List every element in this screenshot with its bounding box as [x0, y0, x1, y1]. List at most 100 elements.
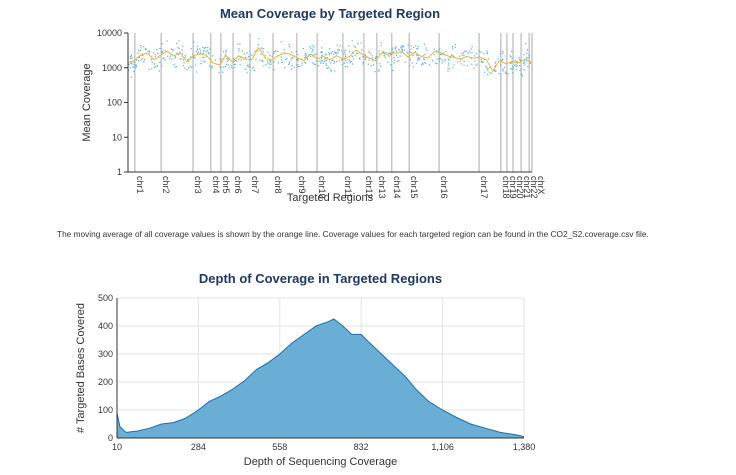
coverage-point: [212, 55, 214, 57]
coverage-point: [351, 60, 353, 63]
coverage-area: [117, 319, 524, 438]
coverage-point: [130, 54, 133, 56]
coverage-point: [184, 67, 186, 69]
coverage-point: [280, 56, 282, 58]
coverage-point: [321, 54, 323, 56]
x-tick-label: 284: [191, 442, 206, 452]
coverage-point: [239, 57, 241, 59]
coverage-point: [270, 61, 272, 63]
coverage-point: [133, 63, 135, 66]
coverage-point: [502, 50, 504, 53]
coverage-point: [344, 58, 346, 60]
coverage-point: [388, 52, 390, 54]
coverage-point: [341, 58, 343, 60]
coverage-point: [417, 54, 419, 57]
coverage-point: [164, 50, 166, 52]
coverage-point: [523, 69, 525, 71]
coverage-point: [264, 54, 266, 56]
chromosome-label: chr10: [317, 176, 327, 199]
coverage-point: [330, 62, 332, 64]
coverage-point: [323, 58, 325, 60]
coverage-point: [335, 60, 338, 63]
coverage-point: [238, 47, 240, 50]
coverage-point: [480, 51, 482, 53]
coverage-point: [262, 51, 265, 53]
coverage-point: [462, 52, 464, 54]
coverage-point: [274, 50, 277, 52]
coverage-point: [286, 58, 288, 60]
coverage-point: [351, 40, 353, 42]
coverage-point: [362, 61, 364, 63]
coverage-point: [129, 57, 131, 60]
coverage-point: [370, 65, 372, 67]
coverage-point: [247, 55, 250, 58]
coverage-point: [307, 58, 309, 61]
coverage-point: [271, 55, 273, 58]
coverage-point: [502, 70, 504, 72]
caption-text: The moving average of all coverage value…: [57, 229, 649, 239]
chromosome-label: chr1: [135, 176, 145, 194]
coverage-point: [422, 63, 424, 65]
coverage-point: [515, 68, 517, 71]
coverage-point: [301, 64, 303, 66]
coverage-point: [288, 43, 290, 46]
coverage-point: [454, 46, 456, 48]
coverage-point: [395, 47, 397, 49]
x-tick-label: 832: [354, 442, 369, 452]
coverage-point: [200, 50, 202, 52]
coverage-point: [277, 50, 279, 53]
coverage-point: [161, 43, 163, 45]
chromosome-label: chr19: [508, 176, 518, 199]
coverage-point: [379, 63, 381, 65]
coverage-point: [150, 58, 153, 61]
coverage-point: [487, 74, 489, 76]
coverage-point: [203, 56, 205, 58]
coverage-point: [302, 47, 304, 50]
coverage-point: [393, 62, 395, 64]
coverage-point: [367, 63, 369, 65]
coverage-point: [320, 57, 323, 59]
coverage-point: [254, 50, 256, 52]
coverage-point: [147, 50, 149, 52]
coverage-point: [410, 52, 412, 54]
coverage-point: [133, 61, 135, 63]
coverage-point: [409, 51, 411, 53]
coverage-point: [214, 59, 217, 61]
coverage-point: [199, 48, 201, 50]
coverage-point: [439, 57, 441, 60]
coverage-point: [385, 52, 387, 54]
coverage-point: [519, 58, 521, 60]
coverage-point: [349, 61, 351, 63]
coverage-point: [346, 61, 348, 64]
coverage-point: [322, 62, 325, 64]
coverage-point: [470, 57, 473, 59]
coverage-point: [376, 56, 378, 58]
coverage-point: [267, 62, 269, 64]
coverage-point: [474, 60, 476, 62]
coverage-point: [297, 59, 299, 62]
coverage-point: [321, 51, 323, 53]
y-axis-title: # Targeted Bases Covered: [75, 303, 87, 433]
coverage-point: [245, 56, 247, 59]
coverage-point: [343, 62, 345, 64]
coverage-point: [303, 61, 306, 63]
coverage-point: [459, 60, 461, 62]
chromosome-label: chr22: [529, 176, 539, 199]
coverage-point: [311, 51, 313, 53]
coverage-point: [183, 62, 185, 64]
coverage-point: [510, 62, 513, 64]
coverage-point: [449, 68, 451, 70]
coverage-point: [237, 43, 239, 45]
coverage-point: [130, 62, 133, 64]
coverage-point: [463, 64, 465, 66]
coverage-point: [291, 51, 293, 53]
coverage-point: [523, 53, 525, 56]
coverage-point: [211, 67, 213, 69]
coverage-point: [375, 56, 377, 58]
coverage-point: [407, 52, 409, 55]
coverage-point: [172, 50, 174, 52]
coverage-point: [182, 59, 184, 61]
coverage-point: [510, 68, 512, 70]
coverage-point: [330, 71, 332, 73]
coverage-point: [333, 62, 335, 64]
